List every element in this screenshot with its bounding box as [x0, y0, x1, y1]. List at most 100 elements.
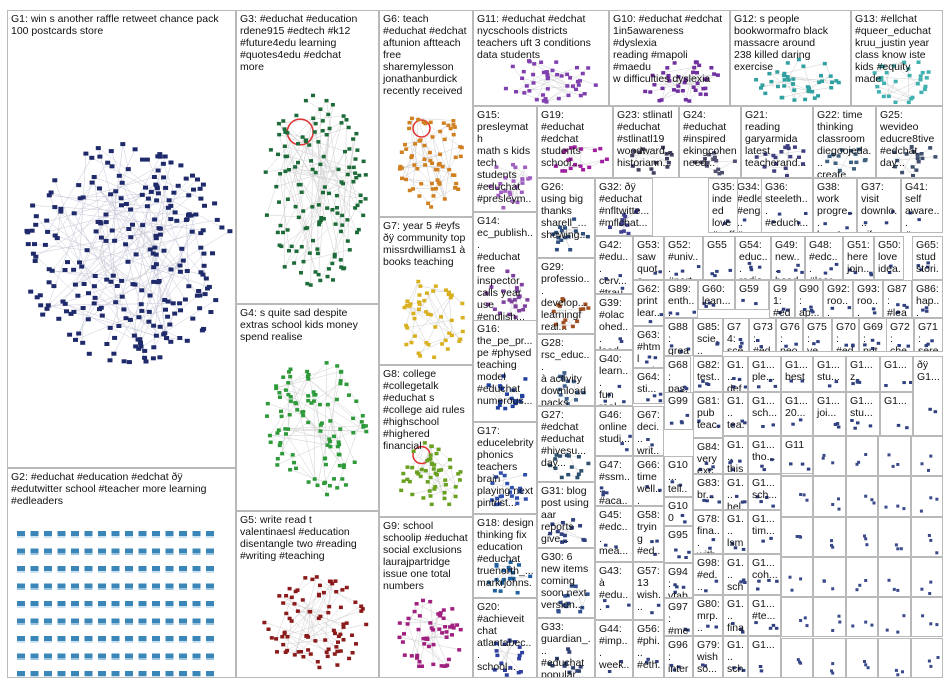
vertex	[911, 174, 915, 177]
vertex	[576, 472, 581, 476]
vertex	[318, 429, 323, 433]
vertex	[325, 206, 330, 210]
edge	[138, 299, 216, 350]
vertex	[891, 464, 895, 468]
vertex	[57, 653, 66, 659]
vertex	[206, 531, 214, 536]
vertex	[133, 344, 139, 349]
vertex	[186, 193, 192, 198]
vertex	[743, 385, 747, 389]
vertex	[679, 350, 683, 353]
vertex	[334, 645, 339, 649]
vertex	[17, 531, 25, 536]
vertex	[656, 603, 661, 607]
vertex	[423, 163, 428, 167]
vertex	[683, 520, 687, 524]
vertex	[716, 424, 721, 428]
vertex	[628, 434, 632, 438]
cluster-graph	[397, 598, 463, 668]
vertex	[311, 390, 316, 394]
vertex	[125, 531, 133, 536]
vertex	[200, 272, 206, 277]
vertex	[493, 502, 498, 507]
vertex	[896, 463, 900, 466]
vertex	[494, 564, 499, 568]
vertex	[400, 640, 405, 644]
vertex	[397, 621, 402, 625]
vertex	[863, 343, 867, 347]
vertex	[442, 664, 447, 668]
cluster-tile-unlabeled	[845, 436, 879, 477]
edge	[433, 147, 463, 196]
vertex	[423, 468, 428, 473]
vertex	[438, 611, 443, 615]
vertex	[138, 636, 147, 641]
vertex	[347, 147, 352, 151]
edge	[283, 120, 344, 184]
vertex	[712, 72, 717, 76]
vertex	[404, 303, 409, 308]
vertex	[886, 94, 891, 99]
vertex	[510, 64, 515, 69]
edge	[549, 465, 562, 478]
vertex	[712, 151, 717, 155]
vertex	[447, 331, 452, 335]
vertex	[153, 236, 159, 241]
vertex	[192, 653, 201, 659]
vertex	[317, 402, 322, 407]
vertex	[679, 389, 683, 393]
vertex	[632, 149, 637, 153]
vertex	[809, 305, 813, 309]
cluster-graph	[732, 666, 746, 672]
vertex	[578, 164, 583, 168]
edge	[298, 117, 314, 185]
edge	[568, 73, 584, 96]
vertex	[426, 312, 430, 316]
vertex	[565, 72, 570, 77]
vertex	[881, 64, 886, 69]
vertex	[335, 663, 340, 667]
vertex	[919, 268, 923, 272]
vertex	[337, 463, 342, 468]
cluster-graph	[551, 297, 591, 330]
edge	[285, 171, 300, 218]
edge	[399, 153, 441, 169]
vertex	[563, 169, 568, 173]
vertex	[933, 155, 938, 159]
vertex	[669, 344, 674, 348]
edge	[55, 235, 210, 288]
vertex	[103, 212, 109, 217]
edge	[546, 71, 569, 96]
cluster-g30: G30: 6 new items coming soon next versio…	[537, 548, 595, 618]
vertex	[165, 618, 174, 624]
cluster-g20: G20: #achieveit chat atlantabec... schoo…	[473, 598, 537, 678]
cluster-g105: G1... best	[781, 356, 813, 392]
vertex	[524, 84, 529, 88]
cluster-graph	[697, 419, 721, 428]
vertex	[796, 57, 801, 62]
vertex	[152, 636, 160, 641]
vertex	[447, 167, 452, 172]
vertex	[780, 95, 785, 100]
vertex	[202, 203, 207, 208]
vertex	[801, 64, 806, 68]
vertex	[431, 642, 436, 647]
vertex	[322, 185, 327, 189]
vertex	[458, 337, 463, 341]
cluster-graph	[674, 265, 701, 276]
vertex	[57, 548, 66, 554]
cluster-tile-unlabeled	[845, 476, 879, 517]
vertex	[921, 308, 925, 312]
vertex	[505, 392, 509, 396]
vertex	[578, 609, 583, 614]
vertex	[411, 187, 415, 191]
vertex	[559, 238, 564, 242]
vertex	[301, 209, 306, 213]
vertex	[560, 297, 565, 301]
vertex	[416, 307, 421, 311]
vertex	[573, 584, 578, 588]
vertex	[669, 663, 674, 667]
vertex	[347, 248, 352, 252]
vertex	[906, 344, 910, 348]
vertex	[337, 442, 342, 447]
